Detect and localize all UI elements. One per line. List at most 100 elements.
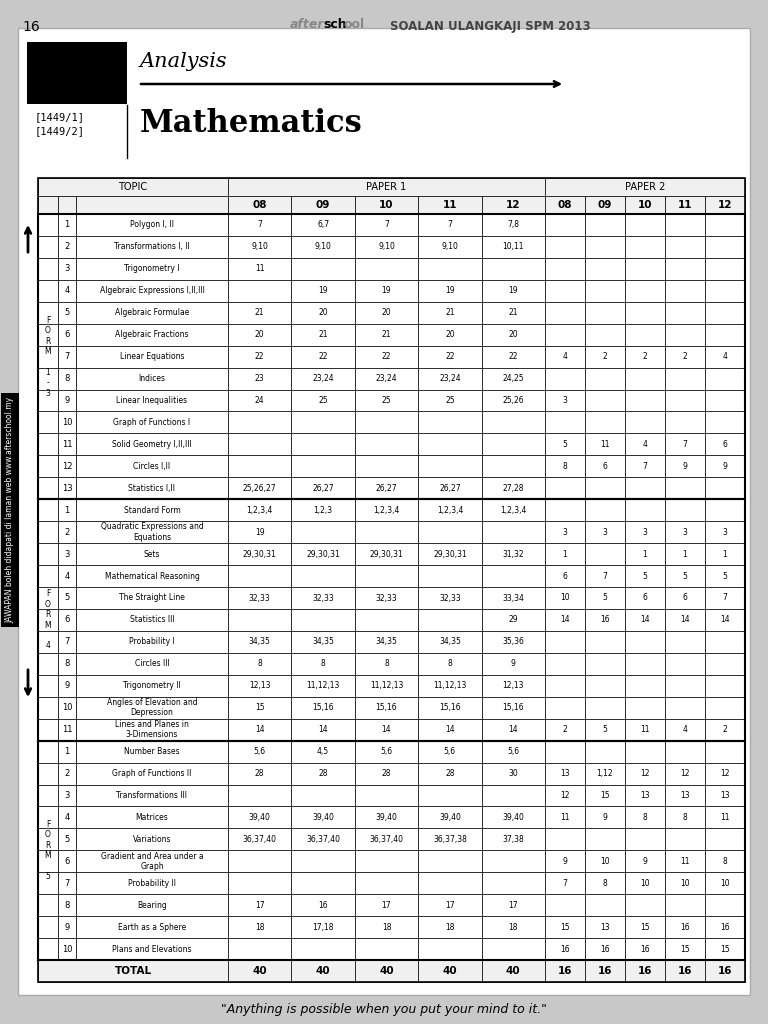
Text: 10: 10 [637,200,652,210]
Text: 24: 24 [255,396,264,406]
Bar [38,631,58,653]
Bar [419,389,482,412]
Bar [419,631,482,653]
Bar [419,196,482,214]
Text: 9,10: 9,10 [442,243,458,252]
Bar [705,807,745,828]
Bar [545,784,585,807]
Bar [419,214,482,236]
Text: 5,6: 5,6 [444,748,456,756]
Bar [228,719,291,740]
Text: 16: 16 [718,966,732,976]
Bar [482,258,545,280]
Text: 11: 11 [61,725,72,734]
Bar [355,565,419,587]
Bar [625,872,665,894]
Text: 40: 40 [316,966,330,976]
Bar [76,368,228,389]
Bar [705,196,745,214]
Bar [38,412,58,433]
Bar [625,368,665,389]
Text: 10: 10 [379,200,394,210]
Text: 23,24: 23,24 [439,374,461,383]
Text: 37,38: 37,38 [502,835,525,844]
Bar [419,412,482,433]
Text: 1: 1 [723,550,727,559]
Bar [482,500,545,521]
Bar [228,653,291,675]
Text: 5: 5 [683,571,687,581]
Text: 6: 6 [683,594,687,602]
Bar [705,565,745,587]
Bar [625,412,665,433]
Text: 19: 19 [445,287,455,295]
Bar [291,368,355,389]
Text: 15: 15 [720,944,730,953]
Text: 1,2,3,4: 1,2,3,4 [373,506,399,515]
Text: 10: 10 [641,879,650,888]
Bar [355,675,419,696]
Bar [705,850,745,872]
Bar [419,346,482,368]
Bar [665,872,705,894]
Bar [419,609,482,631]
Text: 6: 6 [563,571,568,581]
Bar [665,433,705,456]
Bar [482,346,545,368]
Bar [482,653,545,675]
Text: 11: 11 [255,264,264,273]
Bar [291,784,355,807]
Text: 1,2,3: 1,2,3 [313,506,333,515]
Bar [228,807,291,828]
Bar [228,872,291,894]
Text: 28: 28 [319,769,328,778]
Text: 15,16: 15,16 [439,703,461,713]
Bar [705,961,745,982]
Text: 08: 08 [253,200,267,210]
Text: 22: 22 [508,352,518,361]
Bar [76,587,228,609]
Bar [545,961,585,982]
Text: 8: 8 [384,659,389,669]
Text: 20: 20 [508,330,518,339]
Text: 6: 6 [643,594,647,602]
Bar [228,740,291,763]
Bar [355,740,419,763]
Text: 9: 9 [563,857,568,866]
Bar [76,456,228,477]
Text: 23: 23 [255,374,264,383]
Text: 14: 14 [641,615,650,625]
Text: 7,8: 7,8 [508,220,519,229]
Bar [705,368,745,389]
Bar [665,740,705,763]
Bar [419,456,482,477]
Bar [585,719,625,740]
Text: 11: 11 [720,813,730,822]
Bar [585,850,625,872]
Text: 09: 09 [316,200,330,210]
Bar [625,784,665,807]
Bar [705,346,745,368]
Bar [625,631,665,653]
Text: 34,35: 34,35 [439,637,461,646]
Text: Transformations I, II: Transformations I, II [114,243,190,252]
Bar [585,872,625,894]
Bar [705,258,745,280]
Text: 3: 3 [723,527,727,537]
Text: 14: 14 [680,615,690,625]
Bar [585,894,625,916]
Bar [545,850,585,872]
Bar [355,477,419,500]
Bar [419,872,482,894]
Text: 6: 6 [65,615,70,625]
Text: 29,30,31: 29,30,31 [369,550,403,559]
Text: 10,11: 10,11 [502,243,524,252]
Text: 9,10: 9,10 [315,243,332,252]
Bar [665,850,705,872]
Text: 16: 16 [680,923,690,932]
Bar [38,214,745,500]
Bar [228,477,291,500]
Text: 22: 22 [255,352,264,361]
Bar [27,42,127,104]
Text: 32,33: 32,33 [439,594,461,602]
